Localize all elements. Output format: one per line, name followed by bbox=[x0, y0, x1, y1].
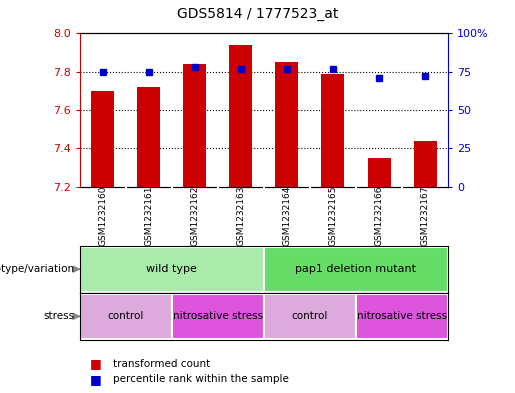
Text: GSM1232161: GSM1232161 bbox=[144, 186, 153, 246]
Bar bbox=[414, 141, 437, 187]
Text: wild type: wild type bbox=[146, 264, 197, 274]
Bar bbox=[229, 45, 252, 187]
Text: GSM1232164: GSM1232164 bbox=[282, 186, 291, 246]
Text: GSM1232165: GSM1232165 bbox=[329, 186, 337, 246]
Text: GSM1232166: GSM1232166 bbox=[374, 186, 384, 246]
Bar bbox=[91, 91, 114, 187]
Text: stress: stress bbox=[44, 311, 75, 321]
Bar bbox=[368, 158, 390, 187]
Text: nitrosative stress: nitrosative stress bbox=[173, 311, 263, 321]
Text: nitrosative stress: nitrosative stress bbox=[357, 311, 447, 321]
Text: GSM1232163: GSM1232163 bbox=[236, 186, 246, 246]
Bar bbox=[264, 294, 356, 339]
Text: ■: ■ bbox=[90, 357, 102, 370]
Text: control: control bbox=[292, 311, 328, 321]
Bar bbox=[138, 87, 160, 187]
Text: pap1 deletion mutant: pap1 deletion mutant bbox=[296, 264, 417, 274]
Bar bbox=[321, 73, 345, 187]
Text: GDS5814 / 1777523_at: GDS5814 / 1777523_at bbox=[177, 7, 338, 21]
Bar bbox=[80, 246, 264, 292]
Text: GSM1232167: GSM1232167 bbox=[421, 186, 430, 246]
Bar bbox=[80, 294, 172, 339]
Text: ■: ■ bbox=[90, 373, 102, 386]
Text: percentile rank within the sample: percentile rank within the sample bbox=[113, 374, 289, 384]
Text: GSM1232160: GSM1232160 bbox=[98, 186, 107, 246]
Bar bbox=[356, 294, 448, 339]
Text: genotype/variation: genotype/variation bbox=[0, 264, 75, 274]
Bar bbox=[264, 246, 448, 292]
Text: transformed count: transformed count bbox=[113, 358, 211, 369]
Bar bbox=[183, 64, 207, 187]
Bar bbox=[172, 294, 264, 339]
Bar bbox=[276, 62, 299, 187]
Text: control: control bbox=[108, 311, 144, 321]
Text: GSM1232162: GSM1232162 bbox=[191, 186, 199, 246]
